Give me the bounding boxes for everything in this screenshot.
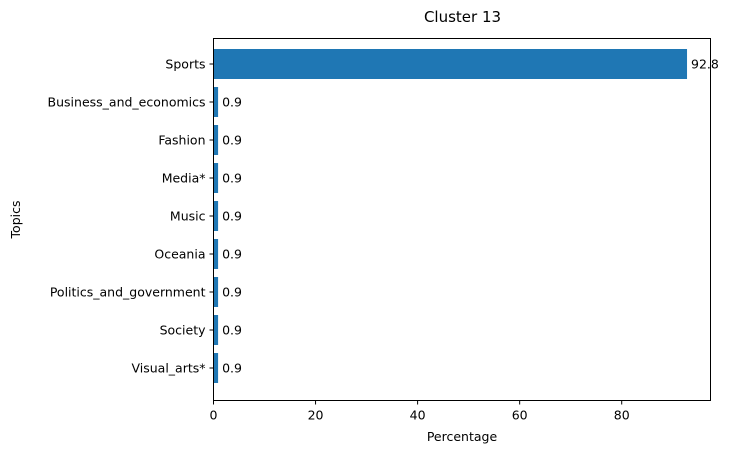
- bar: [213, 315, 219, 345]
- y-tick-label: Sports: [165, 57, 205, 72]
- data-label: 92.8: [691, 57, 719, 72]
- y-tick-label: Politics_and_government: [50, 285, 206, 300]
- bar: [213, 163, 219, 193]
- x-tick-label: 80: [614, 408, 630, 423]
- x-tick-label: 60: [512, 408, 528, 423]
- y-axis-label: Topics: [8, 201, 23, 240]
- bar: [213, 201, 219, 231]
- data-label: 0.9: [222, 361, 242, 376]
- y-tick-label: Media*: [162, 171, 206, 186]
- data-label: 0.9: [222, 95, 242, 110]
- x-axis: 0 20 40 60 80: [210, 400, 630, 423]
- x-tick-label: 40: [410, 408, 426, 423]
- y-tick-label: Music: [170, 209, 206, 224]
- data-label: 0.9: [222, 171, 242, 186]
- bar: [213, 277, 219, 307]
- data-label: 0.9: [222, 323, 242, 338]
- y-tick-label: Oceania: [154, 247, 205, 262]
- x-tick-label: 20: [308, 408, 324, 423]
- bar: [213, 353, 219, 383]
- y-axis: Sports Business_and_economics Fashion Media…: [48, 57, 214, 376]
- bars: [213, 49, 688, 383]
- data-label: 0.9: [222, 285, 242, 300]
- data-label: 0.9: [222, 133, 242, 148]
- x-axis-label: Percentage: [427, 429, 498, 444]
- bar: [213, 125, 219, 155]
- x-tick-label: 0: [210, 408, 218, 423]
- data-label: 0.9: [222, 247, 242, 262]
- bar: [213, 87, 219, 117]
- y-tick-label: Society: [160, 323, 207, 338]
- bar: [213, 239, 219, 269]
- bar: [213, 49, 688, 79]
- y-tick-label: Business_and_economics: [48, 95, 206, 110]
- plot-frame: [213, 38, 711, 401]
- y-tick-label: Visual_arts*: [131, 361, 205, 376]
- data-label: 0.9: [222, 209, 242, 224]
- chart-title: Cluster 13: [424, 8, 501, 26]
- y-tick-label: Fashion: [158, 133, 205, 148]
- data-labels: 92.8 0.9 0.9 0.9 0.9 0.9 0.9 0.9 0.9: [222, 57, 719, 376]
